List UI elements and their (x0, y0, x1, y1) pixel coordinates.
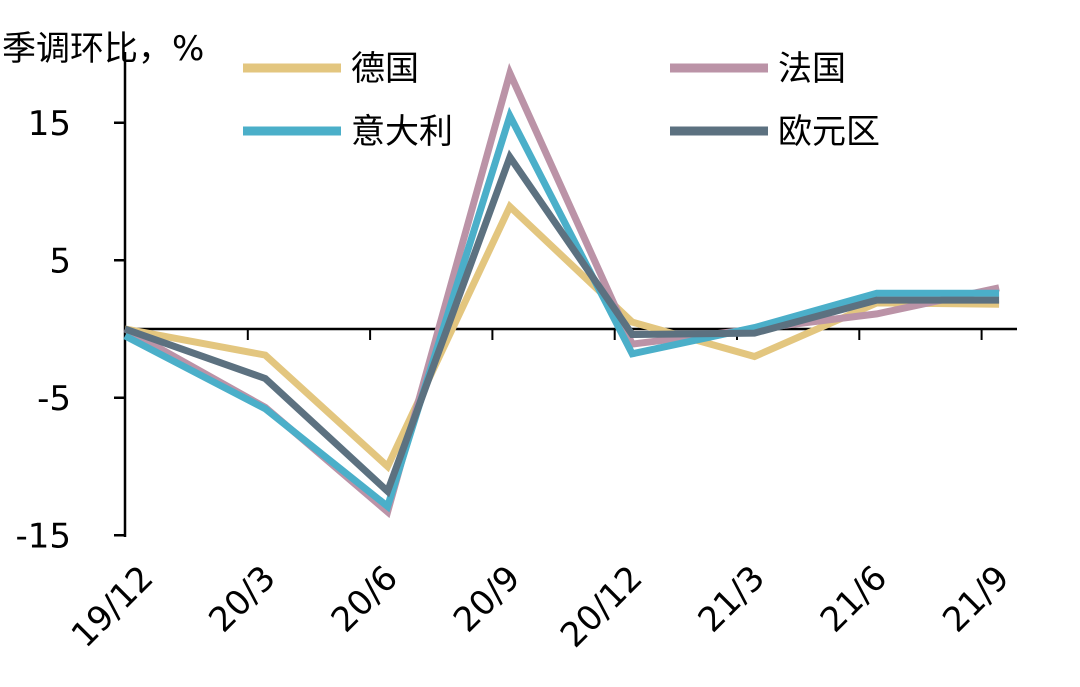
legend-label: 法国 (778, 49, 846, 89)
x-tick-label: 20/12 (553, 558, 651, 656)
y-tick-label: 15 (28, 104, 71, 144)
y-axis-label: 季调环比，% (2, 29, 204, 69)
y-tick-label: 5 (49, 241, 71, 281)
series-layer (123, 62, 1000, 519)
series-line-3 (123, 149, 1000, 498)
x-tick-label: 20/9 (446, 558, 528, 640)
y-tick-label: -15 (15, 516, 71, 556)
x-tick-label: 20/3 (201, 558, 283, 640)
x-tick-label: 21/6 (813, 558, 895, 640)
x-tick-label: 21/9 (935, 558, 1017, 640)
legend-label: 欧元区 (778, 112, 880, 152)
series-line-0 (124, 200, 1000, 473)
legend-label: 意大利 (351, 112, 453, 152)
x-tick-label: 21/3 (691, 558, 773, 640)
series-line-2 (123, 106, 1000, 513)
legend-label: 德国 (351, 49, 419, 89)
y-tick-label: -5 (37, 379, 71, 419)
x-tick-label: 19/12 (64, 558, 162, 656)
x-tick-label: 20/6 (324, 558, 406, 640)
